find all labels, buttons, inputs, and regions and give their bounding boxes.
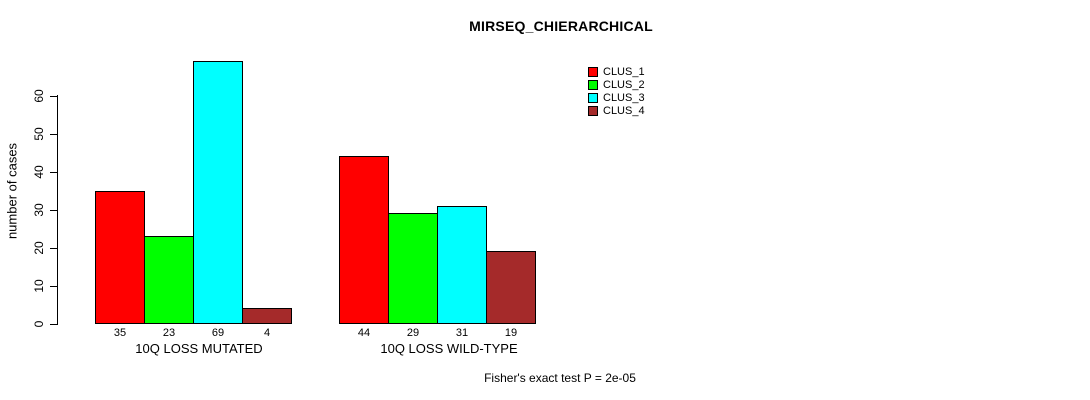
- y-tick: [50, 324, 58, 325]
- y-tick: [50, 134, 58, 135]
- bar-value-label: 19: [504, 327, 518, 339]
- legend-label: CLUS_3: [603, 92, 645, 104]
- bar-value-label: 35: [113, 327, 127, 339]
- bar-clus_2-group2: [388, 213, 438, 324]
- bar-clus_4-group1: [242, 308, 292, 324]
- y-tick-label: 0: [32, 320, 46, 328]
- bar-value-label: 44: [357, 327, 371, 339]
- legend-swatch: [588, 93, 598, 103]
- fisher-test-annotation: Fisher's exact test P = 2e-05: [484, 371, 636, 385]
- bar-clus_4-group2: [486, 251, 536, 324]
- legend-swatch: [588, 67, 598, 77]
- bar-value-label: 23: [162, 327, 176, 339]
- bar-value-label: 69: [211, 327, 225, 339]
- y-axis-line: [57, 95, 58, 324]
- bar-clus_2-group1: [144, 236, 194, 324]
- chart-title: MIRSEQ_CHIERARCHICAL: [469, 18, 653, 34]
- group-label-1: 10Q LOSS MUTATED: [135, 341, 263, 356]
- bar-value-label: 31: [455, 327, 469, 339]
- bar-clus_1-group2: [339, 156, 389, 324]
- y-tick-label: 40: [32, 165, 46, 179]
- y-tick-label: 50: [32, 127, 46, 141]
- bar-clus_1-group1: [95, 191, 145, 324]
- legend-label: CLUS_2: [603, 79, 645, 91]
- y-tick-label: 10: [32, 279, 46, 293]
- bar-value-label: 29: [406, 327, 420, 339]
- group-label-2: 10Q LOSS WILD-TYPE: [380, 341, 518, 356]
- y-tick: [50, 286, 58, 287]
- y-tick: [50, 96, 58, 97]
- y-tick: [50, 172, 58, 173]
- bar-clus_3-group2: [437, 206, 487, 324]
- legend-label: CLUS_1: [603, 66, 645, 78]
- bar-value-label: 4: [263, 327, 271, 339]
- legend-swatch: [588, 80, 598, 90]
- y-tick: [50, 210, 58, 211]
- y-axis-title: number of cases: [4, 142, 20, 240]
- legend-swatch: [588, 106, 598, 116]
- y-tick-label: 20: [32, 241, 46, 255]
- legend-label: CLUS_4: [603, 105, 645, 117]
- y-tick-label: 60: [32, 89, 46, 103]
- bar-clus_3-group1: [193, 61, 243, 324]
- y-tick-label: 30: [32, 203, 46, 217]
- y-tick: [50, 248, 58, 249]
